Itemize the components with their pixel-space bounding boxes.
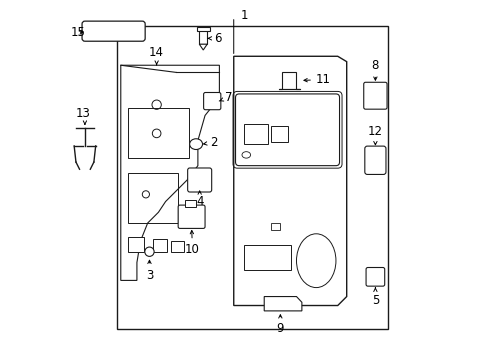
Circle shape bbox=[144, 247, 154, 256]
FancyBboxPatch shape bbox=[82, 21, 145, 41]
Text: 11: 11 bbox=[304, 73, 330, 86]
Text: 6: 6 bbox=[207, 32, 221, 45]
Text: 5: 5 bbox=[371, 288, 378, 307]
Bar bbox=[117, 26, 387, 329]
FancyBboxPatch shape bbox=[363, 82, 386, 109]
Text: 10: 10 bbox=[184, 230, 200, 256]
Text: 14: 14 bbox=[149, 46, 164, 65]
Text: 13: 13 bbox=[76, 107, 90, 120]
Text: 7: 7 bbox=[219, 91, 232, 104]
Polygon shape bbox=[121, 65, 219, 280]
Text: 2: 2 bbox=[203, 136, 217, 149]
Bar bbox=[244, 244, 290, 270]
Text: 9: 9 bbox=[276, 315, 284, 335]
Bar bbox=[197, 27, 209, 31]
Polygon shape bbox=[233, 56, 346, 306]
Bar bbox=[171, 241, 183, 252]
FancyBboxPatch shape bbox=[178, 205, 204, 228]
Bar bbox=[199, 29, 207, 44]
Polygon shape bbox=[264, 297, 301, 311]
FancyBboxPatch shape bbox=[203, 93, 221, 110]
Bar bbox=[184, 200, 196, 207]
FancyBboxPatch shape bbox=[187, 168, 211, 192]
Polygon shape bbox=[199, 44, 207, 50]
Bar bbox=[153, 239, 167, 252]
Bar bbox=[244, 125, 267, 144]
Ellipse shape bbox=[242, 152, 250, 158]
Ellipse shape bbox=[296, 234, 335, 288]
Text: 4: 4 bbox=[196, 191, 203, 208]
Text: 1: 1 bbox=[240, 9, 248, 22]
Text: 15: 15 bbox=[70, 27, 85, 40]
Bar bbox=[128, 237, 144, 252]
Bar bbox=[271, 223, 280, 230]
FancyBboxPatch shape bbox=[235, 94, 339, 166]
Bar bbox=[128, 108, 188, 158]
Bar bbox=[271, 126, 287, 142]
Polygon shape bbox=[278, 72, 300, 89]
FancyBboxPatch shape bbox=[366, 267, 384, 286]
Text: 3: 3 bbox=[145, 260, 153, 282]
Text: 8: 8 bbox=[371, 59, 378, 80]
Text: 12: 12 bbox=[367, 125, 382, 145]
Bar bbox=[128, 173, 178, 223]
Ellipse shape bbox=[189, 139, 202, 149]
FancyBboxPatch shape bbox=[364, 146, 385, 175]
